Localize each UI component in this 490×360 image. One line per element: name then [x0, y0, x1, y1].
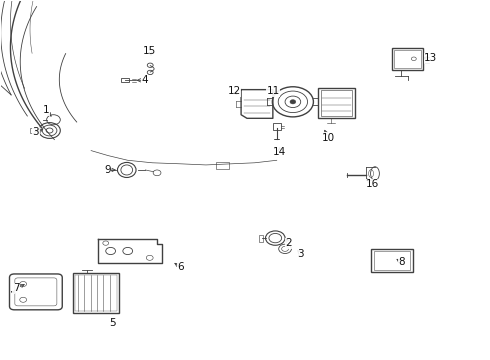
Text: 2: 2: [286, 238, 293, 248]
Text: 1: 1: [43, 105, 49, 115]
Text: 11: 11: [267, 86, 280, 96]
Bar: [273, 123, 281, 130]
Circle shape: [290, 100, 296, 104]
Bar: [321, 90, 352, 116]
Bar: [30, 129, 35, 133]
Text: 13: 13: [424, 53, 437, 63]
Text: 3: 3: [297, 248, 304, 258]
Text: 7: 7: [13, 283, 20, 293]
Bar: [259, 234, 263, 242]
Text: 10: 10: [321, 133, 335, 143]
Text: 9: 9: [104, 165, 111, 175]
Text: 5: 5: [109, 319, 116, 328]
Text: 4: 4: [142, 75, 148, 85]
Bar: [216, 162, 229, 168]
Bar: [371, 249, 413, 272]
Bar: [394, 50, 421, 68]
Bar: [318, 88, 355, 118]
Text: 6: 6: [177, 262, 184, 272]
Text: 3: 3: [32, 127, 39, 137]
Text: 12: 12: [228, 86, 241, 96]
Bar: [392, 48, 423, 69]
Bar: [373, 251, 410, 270]
Text: 14: 14: [272, 147, 286, 157]
Text: 15: 15: [143, 46, 156, 56]
Text: 8: 8: [398, 257, 405, 267]
Text: 16: 16: [366, 179, 379, 189]
Bar: [73, 273, 120, 313]
Bar: [75, 275, 117, 311]
Bar: [122, 78, 129, 82]
